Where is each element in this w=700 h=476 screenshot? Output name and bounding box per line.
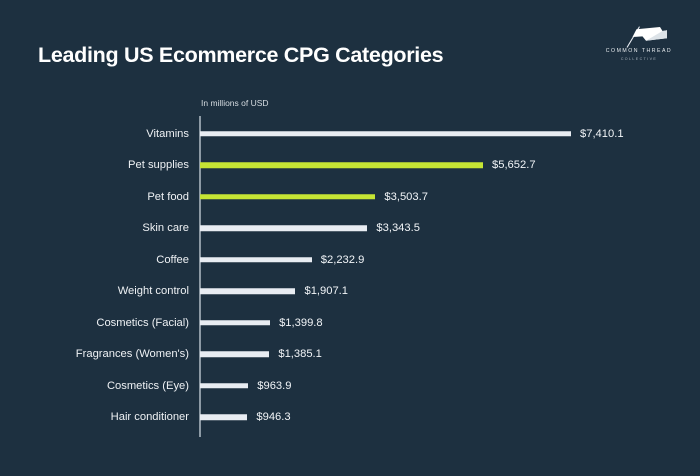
bar-category-label: Pet supplies [128, 159, 189, 172]
bar-rows: Vitamins $7,410.1 Pet supplies $5,652.7 Pet … [0, 118, 700, 433]
bar [200, 288, 296, 294]
bar-value-label: $1,399.8 [279, 316, 323, 329]
page-title: Leading US Ecommerce CPG Categories [38, 43, 444, 67]
bar-category-label: Vitamins [146, 127, 189, 140]
bar-value-label: $5,652.7 [492, 159, 536, 172]
bar-value-label: $1,385.1 [278, 348, 322, 361]
y-axis-line [199, 116, 201, 437]
bar-category-label: Coffee [156, 253, 189, 266]
bar-value-label: $3,343.5 [376, 222, 420, 235]
bar [200, 414, 248, 420]
bar [200, 162, 483, 168]
bar-value-label: $2,232.9 [320, 253, 365, 266]
bar-category-label: Hair conditioner [110, 411, 189, 424]
bar-category-label: Skin care [142, 222, 189, 235]
bar-row: Cosmetics (Eye) $963.9 [0, 370, 700, 402]
bar-row: Coffee $2,232.9 [0, 244, 700, 276]
bar [200, 225, 368, 231]
axis-units-note: In millions of USD [201, 98, 269, 108]
bar-category-label: Fragrances (Women's) [75, 348, 189, 361]
bar [200, 351, 270, 357]
bar-row: Hair conditioner $946.3 [0, 402, 700, 434]
bar-row: Pet supplies $5,652.7 [0, 150, 700, 182]
logo-wordmark: COMMON THREAD [605, 48, 673, 54]
logo-subtext: COLLECTIVE [620, 57, 658, 61]
bar-category-label: Cosmetics (Facial) [96, 316, 189, 329]
bar-row: Cosmetics (Facial) $1,399.8 [0, 307, 700, 339]
bar [200, 320, 271, 326]
bar-row: Vitamins $7,410.1 [0, 118, 700, 150]
bar-value-label: $963.9 [257, 379, 292, 392]
flag-banner-icon [626, 26, 667, 48]
bar-category-label: Cosmetics (Eye) [106, 379, 189, 392]
bar [200, 257, 312, 263]
bar-value-label: $3,503.7 [384, 190, 428, 203]
bar-category-label: Pet food [147, 190, 189, 203]
bar [200, 194, 376, 200]
brand-logo: COMMON THREAD COLLECTIVE [596, 26, 682, 66]
chart-header: Leading US Ecommerce CPG Categories COMM… [0, 0, 700, 92]
bar-value-label: $1,907.1 [304, 285, 349, 298]
bar-value-label: $7,410.1 [580, 127, 624, 140]
bar [200, 383, 249, 389]
bar-row: Pet food $3,503.7 [0, 181, 700, 213]
bar-row: Weight control $1,907.1 [0, 276, 700, 308]
bar-category-label: Weight control [117, 285, 189, 298]
bar-row: Skin care $3,343.5 [0, 213, 700, 245]
bar [200, 131, 571, 137]
bar-row: Fragrances (Women's) $1,385.1 [0, 339, 700, 371]
bar-value-label: $946.3 [256, 411, 291, 424]
